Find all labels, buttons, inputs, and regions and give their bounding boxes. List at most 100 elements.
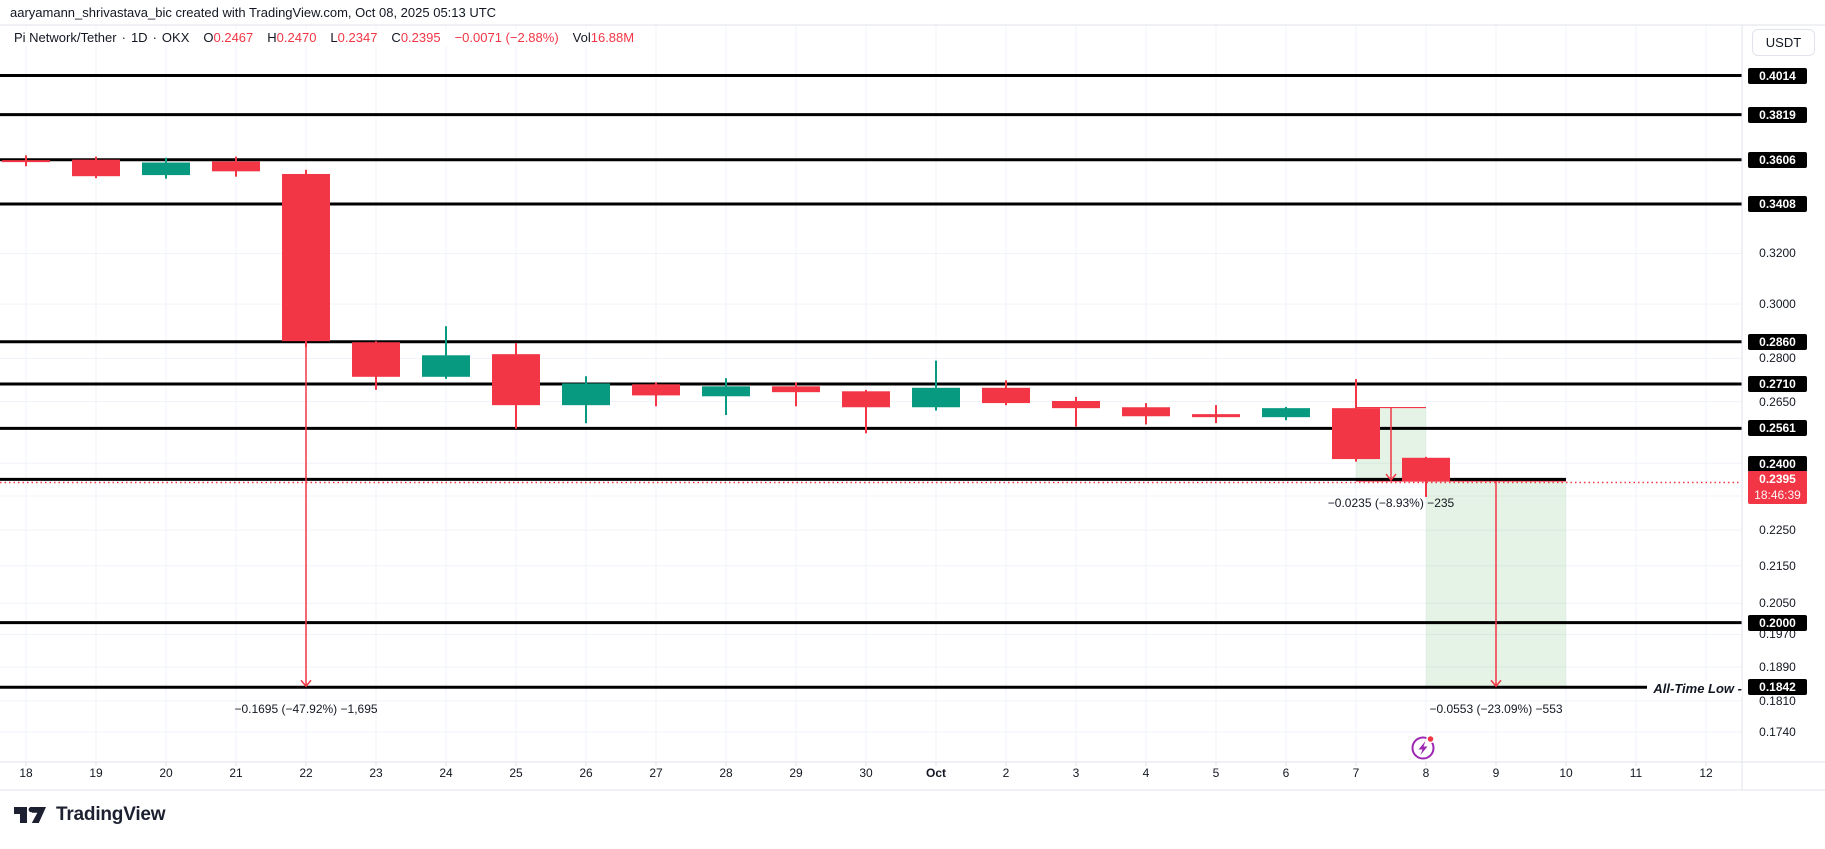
y-axis-tick-label: 0.3200 xyxy=(1759,246,1796,261)
y-axis-tick-label: 0.1970 xyxy=(1759,627,1796,642)
close-label: C xyxy=(391,30,401,45)
x-axis-label: 8 xyxy=(1422,766,1430,780)
x-axis-label: 11 xyxy=(1629,766,1643,780)
x-axis-label: 19 xyxy=(89,766,103,780)
price-line-badge: 0.3606 xyxy=(1748,151,1807,168)
x-axis-label: 10 xyxy=(1559,766,1573,780)
price-line-badge: 0.2860 xyxy=(1748,333,1807,350)
price-range-measurement-label: −0.0553 (−23.09%) −553 xyxy=(1429,702,1563,717)
price-line-badge: 0.1842 xyxy=(1748,679,1807,696)
candle-body xyxy=(632,384,680,396)
candle-body xyxy=(142,162,190,176)
price-line-badge: 0.2400 xyxy=(1748,456,1807,473)
candle-body xyxy=(982,387,1030,404)
separator: · xyxy=(152,30,157,45)
separator: · xyxy=(121,30,126,45)
price-range-arrowhead xyxy=(1385,473,1397,482)
candle-body xyxy=(352,342,400,377)
volume-value: 16.88M xyxy=(590,30,635,45)
volume-label: Vol xyxy=(572,30,591,45)
low-label: L xyxy=(330,30,338,45)
tradingview-logo-icon xyxy=(14,806,46,823)
high-value: 0.2470 xyxy=(276,30,317,45)
candle-body xyxy=(1402,457,1450,482)
close-value: 0.2395 xyxy=(400,30,441,45)
low-value: 0.2347 xyxy=(337,30,378,45)
exchange-label: OKX xyxy=(161,30,190,45)
price-line-badge: 0.4014 xyxy=(1748,67,1807,84)
change-value: −0.0071 (−2.88%) xyxy=(454,30,559,45)
candle-body xyxy=(212,161,260,172)
candle-body xyxy=(772,386,820,393)
x-axis-label: 5 xyxy=(1212,766,1220,780)
symbol-name: Pi Network/Tether xyxy=(14,30,117,45)
all-time-low-label: All-Time Low - xyxy=(1647,681,1742,697)
high-label: H xyxy=(267,30,277,45)
x-axis-label: 24 xyxy=(439,766,453,780)
x-axis-label: 29 xyxy=(789,766,803,780)
x-axis-label: 26 xyxy=(579,766,593,780)
x-axis-label: 30 xyxy=(859,766,873,780)
candle-body xyxy=(1332,408,1380,460)
open-value: 0.2467 xyxy=(213,30,254,45)
y-axis-tick-label: 0.2800 xyxy=(1759,351,1796,366)
flash-events-icon[interactable] xyxy=(1411,734,1435,760)
y-axis-tick-label: 0.1810 xyxy=(1759,693,1796,708)
price-range-measurement-label: −0.1695 (−47.92%) −1,695 xyxy=(234,702,378,717)
x-axis-label: 7 xyxy=(1352,766,1360,780)
tradingview-logo[interactable]: TradingView xyxy=(12,804,166,826)
candle-body xyxy=(492,354,540,406)
x-axis-label: 3 xyxy=(1072,766,1080,780)
y-axis-tick-label: 0.2650 xyxy=(1759,394,1796,409)
x-axis-label: 6 xyxy=(1282,766,1290,780)
candle-body xyxy=(1122,407,1170,417)
symbol-legend[interactable]: Pi Network/Tether · 1D · OKX O0.2467 H0.… xyxy=(14,29,641,46)
x-axis-label: 18 xyxy=(19,766,33,780)
candle-body xyxy=(1052,401,1100,409)
x-axis-label: 2 xyxy=(1002,766,1010,780)
candle-body xyxy=(912,387,960,408)
x-axis-label: 12 xyxy=(1699,766,1713,780)
x-axis-label: 23 xyxy=(369,766,383,780)
x-axis-label: 9 xyxy=(1492,766,1500,780)
price-line-badge: 0.3819 xyxy=(1748,106,1807,123)
y-axis-tick-label: 0.2050 xyxy=(1759,596,1796,611)
attribution-text: aaryamann_shrivastava_bic created with T… xyxy=(10,5,497,20)
price-line-badge: 0.3408 xyxy=(1748,196,1807,213)
x-axis-label: 25 xyxy=(509,766,523,780)
x-axis-label: 27 xyxy=(649,766,663,780)
price-range-arrowhead xyxy=(1490,679,1502,688)
x-axis-label: 4 xyxy=(1142,766,1150,780)
open-label: O xyxy=(203,30,214,45)
candle-body xyxy=(702,386,750,397)
candle-body xyxy=(1262,408,1310,418)
x-axis-label: 21 xyxy=(229,766,243,780)
price-line-badge: 0.2710 xyxy=(1748,376,1807,393)
y-axis-tick-label: 0.2250 xyxy=(1759,523,1796,538)
y-axis-tick-label: 0.1890 xyxy=(1759,660,1796,675)
last-price-badge: 0.2395 18:46:39 xyxy=(1748,471,1807,504)
y-axis-tick-label: 0.3000 xyxy=(1759,297,1796,312)
last-price-value: 0.2395 xyxy=(1759,472,1796,486)
candle-body xyxy=(842,391,890,408)
x-axis-label: 20 xyxy=(159,766,173,780)
price-range-arrowhead xyxy=(300,679,312,688)
candle-body xyxy=(1192,414,1240,418)
x-axis-label: Oct xyxy=(925,766,946,780)
price-line-badge: 0.2561 xyxy=(1748,420,1807,437)
price-range-measurement-label: −0.0235 (−8.93%) −235 xyxy=(1327,496,1455,511)
y-axis-tick-label: 0.1740 xyxy=(1759,724,1796,739)
candle-body xyxy=(422,355,470,377)
x-axis-label: 28 xyxy=(719,766,733,780)
tradingview-logo-text: TradingView xyxy=(56,804,166,825)
price-line-badge: 0.2000 xyxy=(1748,614,1807,631)
currency-toggle-button[interactable]: USDT xyxy=(1752,29,1815,56)
candle-body xyxy=(562,383,610,406)
candle-body xyxy=(2,160,50,163)
countdown-timer: 18:46:39 xyxy=(1754,488,1801,502)
candle-body xyxy=(72,159,120,177)
y-axis-tick-label: 0.2150 xyxy=(1759,558,1796,573)
x-axis-label: 22 xyxy=(299,766,313,780)
